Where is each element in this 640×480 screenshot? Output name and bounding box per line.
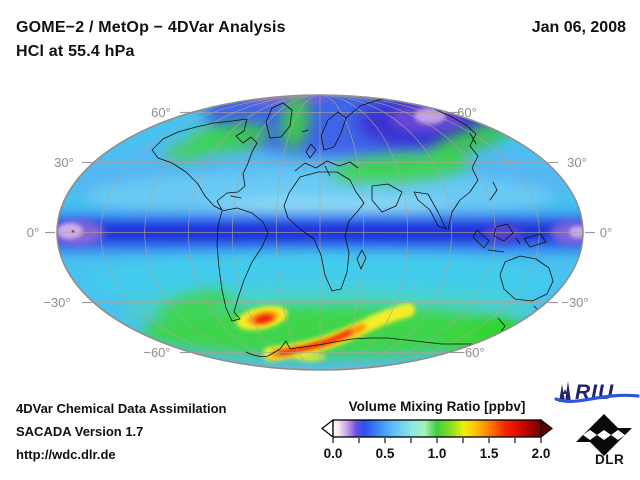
world-map: 60° 30° 0° −30° −60° 60° 30° 0° −30° −60… [27,94,612,371]
lat-label-right-30: 30° [567,155,587,170]
colorbar-tick-1.0: 1.0 [427,446,447,461]
plot-date: Jan 06, 2008 [531,19,626,36]
lat-label-right--60: −60° [457,345,484,360]
lat-label-right-0: 0° [600,225,612,240]
footer-url-text: http://wdc.dlr.de [16,447,116,462]
riu-cathedral-icon [559,381,571,402]
riu-logo: RIU [554,381,640,404]
lat-label-left-60: 60° [151,105,171,120]
plot-subtitle: HCl at 55.4 hPa [16,43,135,60]
dlr-logo: DLR [576,414,632,467]
colorbar-tick-0.5: 0.5 [375,446,395,461]
lat-label-right--30: −30° [561,295,588,310]
colorbar-title: Volume Mixing Ratio [ppbv] [348,399,526,414]
dlr-wordmark: DLR [595,452,624,467]
map-outline [56,94,584,371]
colorbar-left-arrow [321,419,334,439]
colorbar-tick-0.0: 0.0 [323,446,343,461]
colorbar [321,419,553,443]
lat-label-left-0: 0° [27,225,39,240]
riu-wave-icon [554,393,640,403]
lat-label-right-60: 60° [457,105,477,120]
footer-assimilation-text: 4DVar Chemical Data Assimilation [16,401,227,416]
footer-version-text: SACADA Version 1.7 [16,424,144,439]
colorbar-minor-ticks [332,438,542,443]
colorbar-gradient-bar [332,419,542,438]
dlr-emblem-icon [576,414,632,456]
lat-label-left--60: −60° [143,345,170,360]
colorbar-tick-1.5: 1.5 [479,446,499,461]
data-field [57,95,583,370]
lat-label-left-30: 30° [54,155,74,170]
colorbar-tick-2.0: 2.0 [531,446,551,461]
plot-title: GOME−2 / MetOp − 4DVar Analysis [16,19,286,36]
lat-label-left--30: −30° [43,295,70,310]
latitude-ticks [45,111,595,354]
colorbar-right-arrow [540,419,553,439]
